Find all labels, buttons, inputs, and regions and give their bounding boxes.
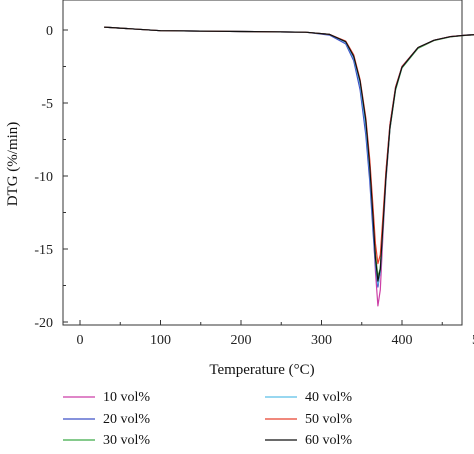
x-axis-ticks: 0100200300400500600700800900 [77, 320, 474, 348]
x-tick-label: 500 [472, 333, 474, 348]
legend-label-6: 60 vol% [305, 433, 352, 448]
y-tick-label: -10 [34, 170, 53, 185]
y-axis-ticks: 0 -5 -10 -15 -20 [34, 24, 68, 331]
series-lines [104, 26, 474, 307]
y-tick-label: -15 [34, 243, 53, 258]
x-tick-label: 300 [311, 333, 332, 348]
legend-label-5: 50 vol% [305, 412, 352, 427]
series-line-5 [104, 26, 474, 265]
y-tick-label: -20 [34, 316, 53, 331]
x-tick-label: 400 [392, 333, 413, 348]
plot-border [62, 0, 463, 326]
series-line-4 [104, 26, 474, 285]
plot-frame [62, 0, 463, 326]
series-line-6 [104, 26, 474, 282]
x-tick-label: 100 [150, 333, 171, 348]
legend-label-2: 20 vol% [103, 412, 150, 427]
y-tick-label: 0 [46, 24, 53, 39]
legend: 10 vol% 20 vol% 30 vol% 40 vol% 50 vol% 60 vo… [63, 390, 352, 448]
legend-label-3: 30 vol% [103, 433, 150, 448]
series-line-3 [104, 26, 474, 278]
x-tick-label: 0 [77, 333, 84, 348]
x-tick-label: 200 [231, 333, 252, 348]
x-axis-title: Temperature (°C) [209, 362, 314, 378]
series-line-2 [104, 26, 474, 288]
y-tick-label: -5 [41, 97, 53, 112]
legend-label-1: 10 vol% [103, 390, 150, 405]
legend-label-4: 40 vol% [305, 390, 352, 405]
y-axis-title: DTG (%/min) [5, 122, 21, 207]
series-line-1 [104, 26, 474, 307]
